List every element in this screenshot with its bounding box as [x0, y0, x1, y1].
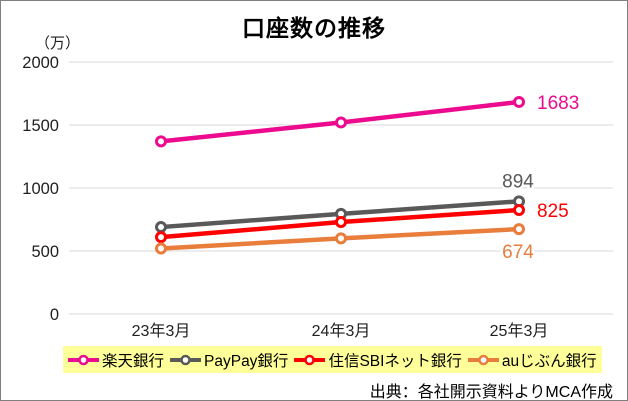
y-tick-label: 1500: [22, 117, 59, 135]
legend-marker-icon-sbi-net-bank: [294, 354, 326, 365]
y-axis-unit-label: （万）: [35, 35, 81, 52]
data-point-marker-paypay-bank: [155, 221, 167, 234]
x-tick-label: 23年3月: [132, 322, 191, 340]
end-value-label-sbi-net-bank: 825: [537, 201, 569, 222]
legend-item-paypay-bank: PayPay銀行: [170, 349, 288, 371]
x-tick-label: 24年3月: [312, 322, 371, 340]
x-tick-label: 25年3月: [490, 322, 549, 340]
legend-label-rakuten-bank: 楽天銀行: [102, 352, 165, 370]
source-note: 出典：各社開示資料よりMCA作成: [369, 384, 613, 401]
legend-dot-icon: [78, 354, 89, 365]
legend-marker-icon-au-jibun-bank: [467, 354, 499, 365]
legend-item-au-jibun-bank: auじぶん銀行: [467, 349, 597, 371]
legend-dot-icon: [180, 354, 191, 365]
legend-label-paypay-bank: PayPay銀行: [204, 352, 289, 370]
data-point-marker-sbi-net-bank: [513, 204, 525, 217]
legend-dot-icon: [478, 354, 489, 365]
data-point-marker-au-jibun-bank: [155, 242, 167, 255]
data-point-marker-rakuten-bank: [155, 135, 167, 148]
data-point-marker-rakuten-bank: [513, 95, 525, 108]
data-point-marker-au-jibun-bank: [335, 232, 347, 245]
y-tick-label: 0: [50, 306, 59, 324]
end-value-label-au-jibun-bank: 674: [502, 242, 534, 263]
legend-marker-icon-rakuten-bank: [68, 354, 99, 365]
y-tick-label: 2000: [22, 54, 59, 72]
end-value-label-paypay-bank: 894: [502, 171, 534, 192]
legend-label-au-jibun-bank: auじぶん銀行: [501, 352, 597, 370]
data-point-marker-rakuten-bank: [335, 116, 347, 129]
chart-title: 口座数の推移: [242, 15, 386, 41]
legend-marker-icon-paypay-bank: [170, 354, 202, 365]
data-point-marker-sbi-net-bank: [155, 231, 167, 244]
legend-item-sbi-net-bank: 住信SBIネット銀行: [294, 349, 462, 371]
chart-legend: 楽天銀行 PayPay銀行 住信SBIネット銀行 auじぶん銀行: [63, 346, 602, 373]
legend-dot-icon: [304, 354, 316, 365]
legend-label-sbi-net-bank: 住信SBIネット銀行: [328, 352, 462, 370]
end-value-label-rakuten-bank: 1683: [537, 93, 579, 114]
data-point-marker-sbi-net-bank: [335, 216, 347, 229]
legend-item-rakuten-bank: 楽天銀行: [68, 349, 164, 371]
data-point-marker-au-jibun-bank: [513, 223, 525, 236]
y-tick-label: 500: [31, 243, 59, 261]
y-tick-label: 1000: [22, 180, 59, 198]
